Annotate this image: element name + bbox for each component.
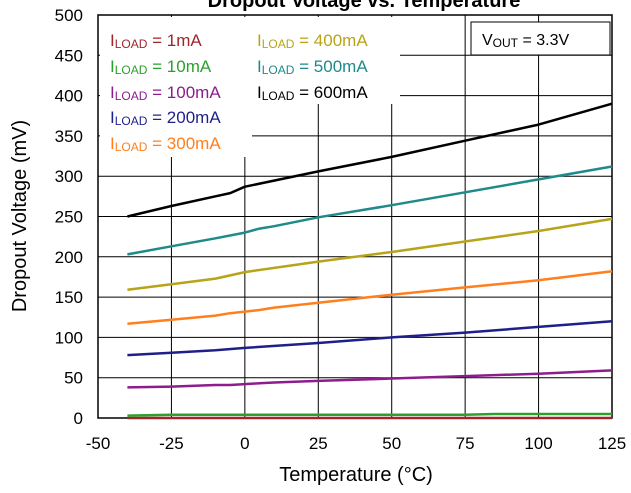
y-tick-label: 350 bbox=[55, 127, 83, 146]
vout-annotation-box bbox=[470, 21, 611, 56]
series-line bbox=[127, 369, 613, 389]
y-tick-label: 400 bbox=[55, 87, 83, 106]
x-tick-label: 0 bbox=[240, 434, 249, 453]
legend-entry: ILOAD = 1mA bbox=[110, 31, 202, 51]
series-line bbox=[127, 270, 613, 325]
y-tick-label: 200 bbox=[55, 248, 83, 267]
series-line bbox=[127, 102, 613, 218]
legend-label-rest: = 200mA bbox=[147, 108, 221, 127]
y-tick-label: 50 bbox=[64, 369, 83, 388]
legend-label-main: I bbox=[110, 83, 115, 102]
legend-label-rest: = 10mA bbox=[147, 57, 211, 76]
legend-label-main: I bbox=[110, 57, 115, 76]
legend-entry: ILOAD = 300mA bbox=[110, 134, 221, 154]
legend-label-sub: LOAD bbox=[262, 63, 295, 77]
legend-label-rest: = 600mA bbox=[294, 83, 368, 102]
x-tick-label: 50 bbox=[382, 434, 401, 453]
series-lines bbox=[127, 102, 613, 420]
legend-label-sub: LOAD bbox=[115, 63, 148, 77]
legend-label-sub: LOAD bbox=[262, 37, 295, 51]
legend-entry: ILOAD = 600mA bbox=[257, 83, 368, 103]
legend-entry: ILOAD = 200mA bbox=[110, 108, 221, 128]
vout-sub: OUT bbox=[493, 36, 519, 50]
y-tick-label: 150 bbox=[55, 288, 83, 307]
series-line bbox=[127, 217, 613, 292]
x-tick-label: 100 bbox=[524, 434, 552, 453]
y-tick-label: 100 bbox=[55, 328, 83, 347]
legend-label-main: I bbox=[257, 57, 262, 76]
legend-label-sub: LOAD bbox=[115, 37, 148, 51]
vout-annotation-text: VOUT = 3.3V bbox=[482, 32, 569, 50]
legend-label-rest: = 1mA bbox=[147, 31, 202, 50]
legend-label-main: I bbox=[257, 31, 262, 50]
series-line bbox=[127, 165, 613, 256]
chart-title: Dropout Voltage vs. Temperature bbox=[208, 0, 521, 12]
x-tick-label: -50 bbox=[86, 434, 111, 453]
legend-background-right bbox=[250, 17, 400, 104]
y-tick-labels: 0 50 100 150 200 250 300 350 400 450 500 bbox=[55, 6, 83, 428]
series-line bbox=[127, 320, 613, 357]
x-axis-title: Temperature (°C) bbox=[279, 464, 433, 486]
legend-label-rest: = 500mA bbox=[294, 57, 368, 76]
y-tick-label: 500 bbox=[55, 6, 83, 25]
vout-annotation: VOUT = 3.3V bbox=[470, 21, 611, 56]
vout-main: V bbox=[482, 32, 493, 49]
legend-background-left bbox=[100, 17, 252, 157]
x-tick-label: 125 bbox=[598, 434, 626, 453]
y-tick-label: 0 bbox=[74, 409, 83, 428]
legend-entry: ILOAD = 10mA bbox=[110, 57, 212, 77]
x-tick-labels: -50 -25 0 25 50 75 100 125 bbox=[86, 434, 626, 453]
legend-label-main: I bbox=[110, 108, 115, 127]
legend-label-main: I bbox=[110, 31, 115, 50]
vout-rest: = 3.3V bbox=[518, 32, 569, 49]
y-tick-label: 300 bbox=[55, 167, 83, 186]
legend-label-sub: LOAD bbox=[115, 89, 148, 103]
legend-entry: ILOAD = 500mA bbox=[257, 57, 368, 77]
legend-entry: ILOAD = 400mA bbox=[257, 31, 368, 51]
y-tick-label: 450 bbox=[55, 46, 83, 65]
y-tick-label: 250 bbox=[55, 208, 83, 227]
y-axis-title: Dropout Voltage (mV) bbox=[9, 120, 31, 312]
legend-label-main: I bbox=[110, 134, 115, 153]
legend-label-rest: = 100mA bbox=[147, 83, 221, 102]
legend-label-rest: = 300mA bbox=[147, 134, 221, 153]
legend-label-sub: LOAD bbox=[115, 140, 148, 154]
x-tick-label: 25 bbox=[309, 434, 328, 453]
x-tick-label: -25 bbox=[159, 434, 184, 453]
legend-label-main: I bbox=[257, 83, 262, 102]
legend-label-rest: = 400mA bbox=[294, 31, 368, 50]
x-tick-label: 75 bbox=[456, 434, 475, 453]
series-line bbox=[127, 412, 612, 417]
legend-label-sub: LOAD bbox=[115, 114, 148, 128]
legend-label-sub: LOAD bbox=[262, 89, 295, 103]
legend-entry: ILOAD = 100mA bbox=[110, 83, 221, 103]
